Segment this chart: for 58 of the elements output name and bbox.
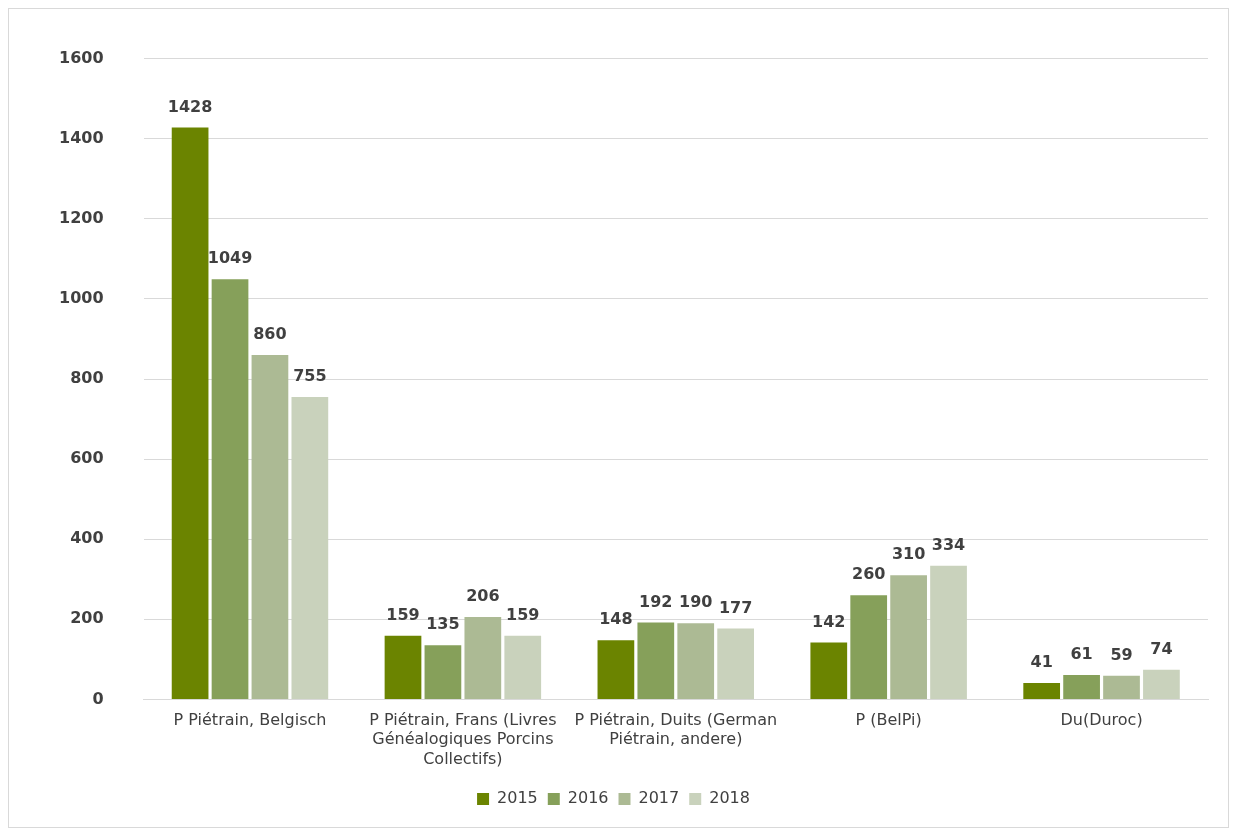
data-label: 159: [386, 604, 420, 624]
bar: [597, 640, 635, 699]
bar: [171, 127, 209, 699]
data-label: 190: [679, 592, 713, 612]
x-tick-label: P Piétrain, Belgisch: [173, 710, 327, 730]
data-label: 206: [466, 586, 500, 606]
data-label: 142: [812, 611, 846, 631]
bar: [1023, 682, 1061, 699]
bar: [810, 642, 848, 699]
data-label: 177: [718, 597, 753, 617]
legend-label: 2017: [638, 788, 680, 808]
bar: [717, 628, 754, 699]
data-label: 192: [639, 591, 673, 611]
y-tick-label: 600: [70, 448, 104, 468]
data-label: 148: [599, 609, 633, 629]
bar: [677, 623, 715, 699]
bar: [1063, 674, 1100, 699]
bar: [504, 635, 542, 699]
bar: [211, 279, 249, 699]
data-label: 135: [426, 614, 460, 634]
y-tick-label: 200: [70, 608, 104, 628]
y-tick-label: 1400: [59, 127, 104, 147]
bar: [1143, 669, 1180, 699]
x-tick-label: P Piétrain, Frans (Livres Généalogiques Porcins Collectifs): [369, 710, 557, 768]
y-tick-label: 1000: [59, 288, 104, 308]
y-tick-label: 400: [70, 528, 104, 548]
y-tick-label: 1600: [59, 47, 104, 67]
x-tick-label: P Piétrain, Duits (German Piétrain, andere): [574, 710, 778, 749]
data-label: 260: [852, 564, 886, 584]
data-label: 159: [506, 604, 540, 624]
data-label: 41: [1030, 652, 1053, 672]
data-label: 74: [1150, 638, 1173, 658]
bar: [890, 575, 927, 699]
bar: [424, 645, 462, 699]
legend-label: 2015: [497, 788, 538, 808]
data-label: 1049: [207, 248, 253, 268]
data-label: 1428: [167, 96, 213, 116]
bar: [637, 622, 675, 699]
bar: [251, 354, 289, 699]
bar: [930, 565, 967, 699]
data-label: 755: [293, 366, 327, 386]
data-label: 61: [1070, 644, 1093, 664]
y-tick-label: 1200: [59, 207, 104, 227]
data-label: 334: [931, 534, 966, 554]
y-tick-label: 800: [70, 368, 104, 388]
bar: [464, 616, 502, 699]
bar: [1103, 675, 1140, 699]
data-label: 860: [253, 324, 287, 344]
x-tick-label: P (BelPi): [855, 710, 922, 730]
data-label: 310: [891, 544, 926, 564]
x-tick-label: Du(Duroc): [1060, 710, 1143, 730]
data-label: 59: [1110, 644, 1133, 664]
legend-label: 2016: [567, 788, 609, 808]
y-tick-label: 0: [92, 688, 104, 708]
bar: [291, 397, 329, 699]
bar: [850, 595, 888, 699]
legend-label: 2018: [709, 788, 750, 808]
bar: [384, 635, 422, 699]
